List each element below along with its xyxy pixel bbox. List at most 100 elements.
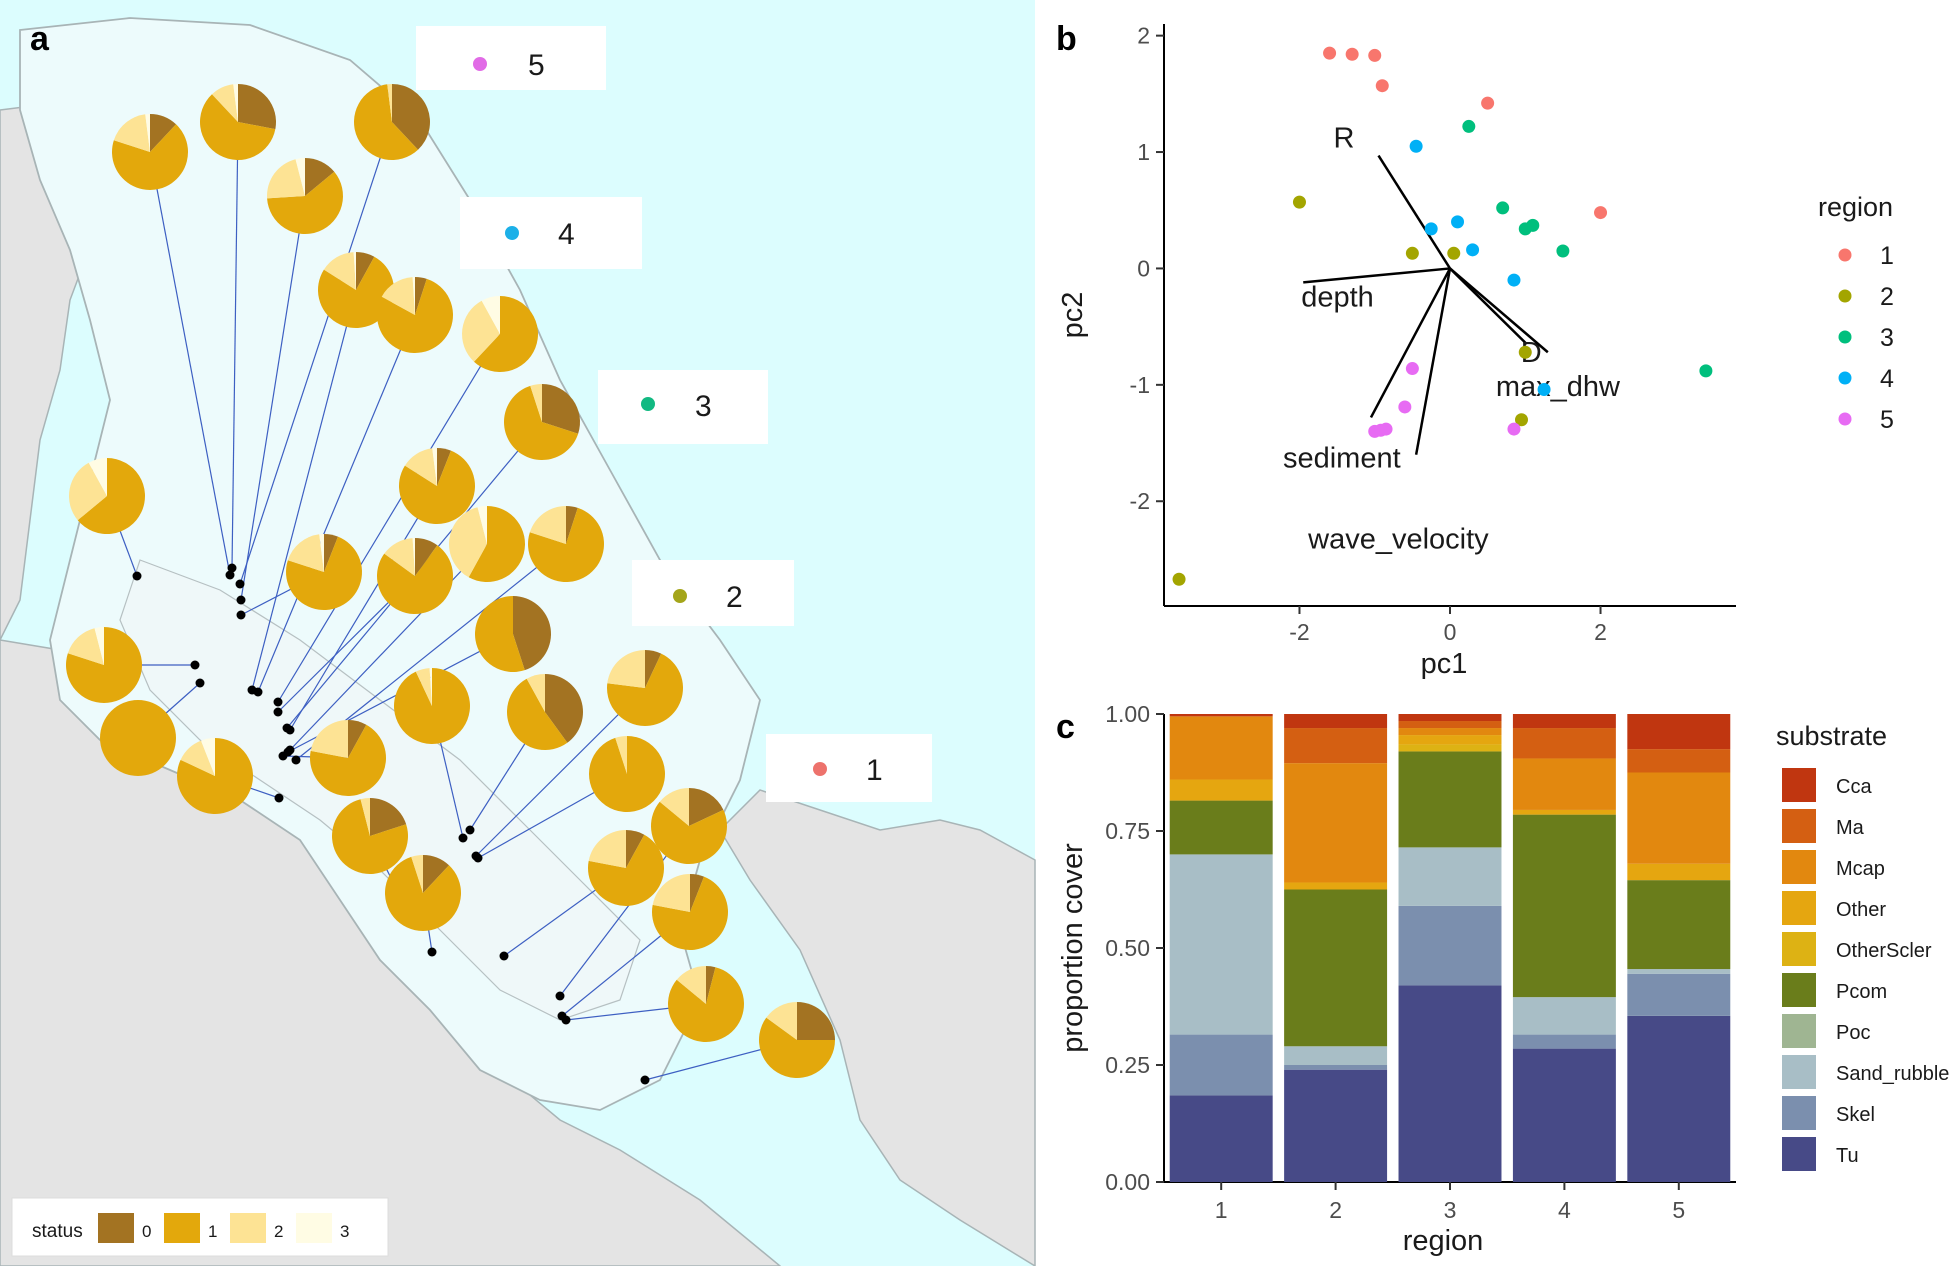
bar-legend-key-Other [1782, 891, 1816, 925]
pca-point-region-3 [1526, 218, 1540, 232]
region-2-label: 2 [726, 581, 743, 614]
pie-slice-status-2 [529, 506, 566, 544]
site-pie-chart [588, 830, 665, 906]
pie-slice-status-0 [370, 798, 407, 836]
bar-legend-label-Ma: Ma [1836, 817, 1865, 839]
pie-slice-status-1 [267, 171, 344, 234]
pca-point-region-2 [1515, 413, 1528, 427]
pca-point-region-4 [1451, 215, 1465, 229]
status-swatch-2 [230, 1213, 266, 1243]
site-point [640, 1075, 650, 1085]
status-legend-title: status [32, 1221, 83, 1242]
pie-slice-status-1 [588, 736, 665, 813]
pca-point-region-5 [1507, 422, 1521, 436]
pie-slice-status-3 [201, 738, 215, 776]
pca-point-region-1 [1375, 79, 1389, 93]
pca-legend-title: region [1818, 192, 1893, 222]
pca-point-region-4 [1507, 273, 1521, 287]
pca-point-region-2 [1518, 345, 1532, 359]
bar-segment-Skel-region-4 [1512, 1034, 1616, 1049]
bar-y-tick-label: 0.25 [1105, 1052, 1150, 1078]
pie-slice-status-1 [393, 668, 470, 744]
bar-x-tick-label: 3 [1444, 1197, 1457, 1223]
pie-slice-status-3 [477, 506, 487, 544]
pca-vector-label-R: R [1334, 123, 1355, 155]
site-point [458, 833, 468, 843]
panel-c-letter: c [1056, 708, 1075, 746]
bar-segment-Tu-region-3 [1398, 985, 1502, 1182]
site-pie-chart [199, 84, 276, 161]
pca-legend: region 1 2 3 4 5 [1818, 192, 1894, 434]
pie-slice-status-1 [651, 801, 728, 865]
bar-segment-Pcom-region-3 [1398, 751, 1502, 848]
bar-segment-Mcap-region-2 [1284, 763, 1388, 883]
site-point [190, 660, 200, 670]
bar-legend-key-Pcom [1782, 973, 1816, 1007]
pca-y-tick-label: -2 [1130, 488, 1150, 514]
pie-slice-status-0 [415, 538, 438, 576]
pie-slice-status-2 [530, 384, 542, 422]
bar-segment-Pcom-region-5 [1627, 880, 1731, 970]
bar-segment-Cca-region-4 [1512, 714, 1616, 729]
pca-point-region-3 [1556, 244, 1570, 258]
pie-slice-status-0 [150, 114, 177, 152]
panel-a-letter: a [30, 20, 50, 58]
pca-point-region-5 [1405, 362, 1419, 376]
site-pie-chart [310, 720, 387, 796]
site-pie-chart [332, 798, 408, 874]
bar-legend-key-Tu [1782, 1137, 1816, 1171]
pie-slice-status-3 [353, 252, 356, 290]
bar-y-tick-label: 0.75 [1105, 818, 1150, 844]
map-land-east [719, 789, 1036, 1266]
site-pie-chart [399, 448, 475, 524]
bar-segment-Other-region-1 [1169, 779, 1273, 801]
site-link-line [257, 314, 416, 693]
panel-a-map: 5 4 3 2 1 status 0 1 [0, 0, 1036, 1266]
site-pie-chart [527, 506, 604, 583]
pie-slice-status-2 [67, 628, 104, 665]
bar-segment-Pcom-region-1 [1169, 800, 1273, 855]
pie-slice-status-3 [319, 534, 324, 572]
pie-slice-status-2 [659, 788, 689, 826]
pie-slice-status-1 [318, 256, 394, 328]
region-2-dot [673, 589, 687, 603]
pie-slice-status-0 [626, 830, 645, 868]
site-point [273, 707, 283, 717]
pca-y-tick-label: -1 [1130, 372, 1150, 398]
bar-legend-label-Pcom: Pcom [1836, 981, 1887, 1003]
site-point [427, 947, 437, 957]
region-3-dot [641, 397, 655, 411]
pca-vector-label-depth: depth [1301, 281, 1374, 313]
site-pie-chart [503, 384, 580, 460]
pie-slice-status-0 [513, 596, 552, 671]
bar-legend-label-Poc: Poc [1836, 1022, 1870, 1044]
site-point [561, 1015, 571, 1025]
pie-slice-status-2 [526, 674, 545, 712]
pca-vector-label-max_dhw: max_dhw [1496, 371, 1621, 403]
pie-slice-status-1 [606, 653, 683, 726]
site-link-line [475, 687, 646, 857]
bar-legend-key-Skel [1782, 1096, 1816, 1130]
bar-segment-Ma-region-2 [1284, 728, 1388, 764]
pca-vector-label-wave_velocity: wave_velocity [1307, 524, 1489, 556]
pie-slice-status-0 [689, 788, 724, 826]
region-label-1: 1 [766, 734, 932, 802]
site-point [499, 951, 509, 961]
bar-legend-label-Sand_rubble: Sand_rubble [1836, 1063, 1949, 1085]
pie-slice-status-2 [404, 448, 437, 486]
pie-slice-status-1 [652, 876, 728, 951]
site-point [253, 687, 263, 697]
bar-segment-Pcom-region-2 [1284, 889, 1388, 1047]
pie-slice-status-1 [353, 84, 419, 160]
pie-slice-status-3 [295, 158, 305, 196]
bar-segment-Ma-region-4 [1512, 728, 1616, 759]
pca-point-region-2 [1447, 246, 1461, 260]
pie-slice-status-2 [411, 855, 423, 893]
site-point [274, 793, 284, 803]
pca-point-region-1 [1368, 48, 1382, 62]
bar-segment-Cca-region-2 [1284, 714, 1388, 729]
pie-slice-status-0 [542, 384, 580, 434]
pca-point-region-1 [1323, 46, 1337, 60]
pie-slice-status-2 [384, 538, 415, 576]
